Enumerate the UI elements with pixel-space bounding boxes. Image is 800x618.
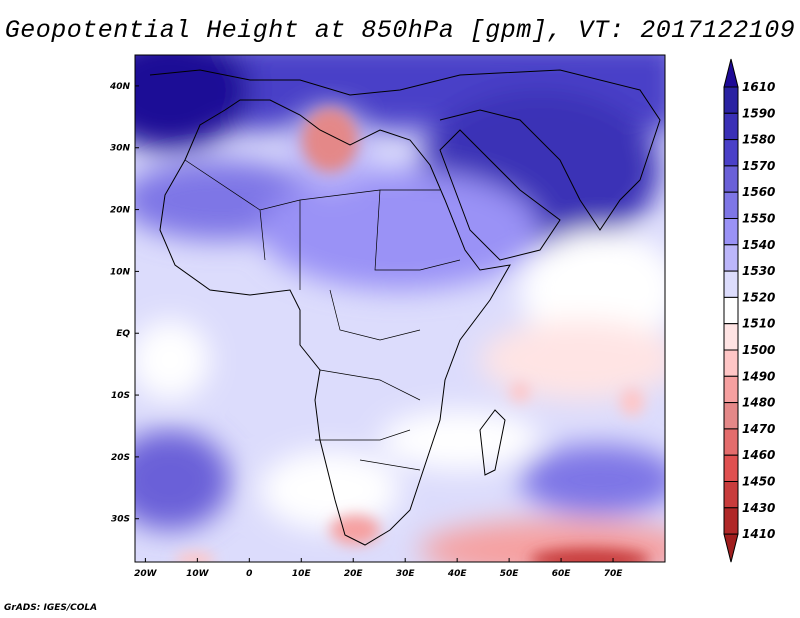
colorbar-label: 1550 (742, 212, 775, 226)
lat-tick-label: 30S (111, 515, 130, 525)
grads-credit: GrADS: IGES/COLA (4, 603, 98, 613)
plot-title: Geopotential Height at 850hPa [gpm], VT:… (4, 16, 796, 45)
colorbar-label: 1560 (742, 185, 775, 199)
colorbar-swatch (723, 296, 739, 325)
colorbar-label: 1450 (742, 475, 775, 489)
lat-tick-label: 30N (110, 144, 131, 154)
colorbar-label: 1540 (742, 238, 775, 252)
lon-tick-label: 50E (500, 569, 520, 579)
lon-tick-label: 0 (246, 569, 252, 579)
colorbar-swatch (723, 244, 739, 272)
lat-tick-label: 20S (111, 453, 130, 463)
colorbar-swatch (723, 86, 739, 114)
colorbar-label: 1480 (742, 396, 775, 410)
colorbar-swatch (723, 454, 739, 483)
colorbar-swatch (723, 481, 739, 509)
colorbar-label: 1460 (742, 448, 775, 462)
colorbar-max-arrow (723, 58, 739, 88)
colorbar-swatch (723, 191, 739, 219)
colorbar-label: 1570 (742, 159, 775, 173)
colorbar-label: 1520 (742, 290, 775, 304)
lon-tick-label: 60E (552, 569, 572, 579)
colorbar-label: 1430 (742, 501, 775, 515)
colorbar-swatch (723, 428, 739, 456)
colorbar-label: 1490 (742, 369, 775, 383)
colorbar-label: 1500 (742, 343, 775, 357)
colorbar-swatch (723, 323, 739, 351)
colorbar-swatch (723, 165, 739, 193)
colorbar-label: 1610 (742, 80, 775, 94)
lat-tick-label: 20N (110, 206, 131, 216)
lon-tick-label: 20E (344, 569, 364, 579)
coastline (149, 69, 661, 546)
colorbar-min-arrow (723, 533, 739, 563)
colorbar-label: 1530 (742, 264, 775, 278)
colorbar: 1610 1590 1580 1570 1560 1550 1540 1530 1520 1510… (723, 58, 775, 563)
lon-tick-label: 10W (186, 569, 210, 579)
lat-tick-label: EQ (116, 329, 130, 339)
colorbar-swatch (723, 402, 739, 430)
colorbar-swatch (723, 507, 739, 535)
colorbar-label: 1580 (742, 133, 775, 147)
colorbar-swatch (723, 139, 739, 167)
colorbar-swatch (723, 270, 739, 298)
lat-tick-label: 10S (111, 391, 130, 401)
colorbar-swatch (723, 112, 739, 141)
colorbar-label: 1590 (742, 106, 775, 120)
lon-tick-label: 20W (134, 569, 158, 579)
lon-tick-label: 30E (396, 569, 416, 579)
colorbar-swatch (723, 349, 739, 377)
map-frame (134, 54, 666, 563)
lon-tick-label: 70E (604, 569, 624, 579)
colorbar-swatch (723, 218, 739, 246)
colorbar-label: 1510 (742, 317, 775, 331)
lat-tick-label: 10N (110, 267, 131, 277)
lon-tick-label: 40E (447, 569, 468, 579)
country-borders (184, 159, 461, 471)
colorbar-swatch (723, 375, 739, 404)
colorbar-label: 1470 (742, 422, 775, 436)
lon-tick-label: 10E (292, 569, 312, 579)
lat-tick-label: 40N (109, 82, 131, 92)
height-field (135, 55, 665, 562)
colorbar-label: 1410 (742, 527, 775, 541)
